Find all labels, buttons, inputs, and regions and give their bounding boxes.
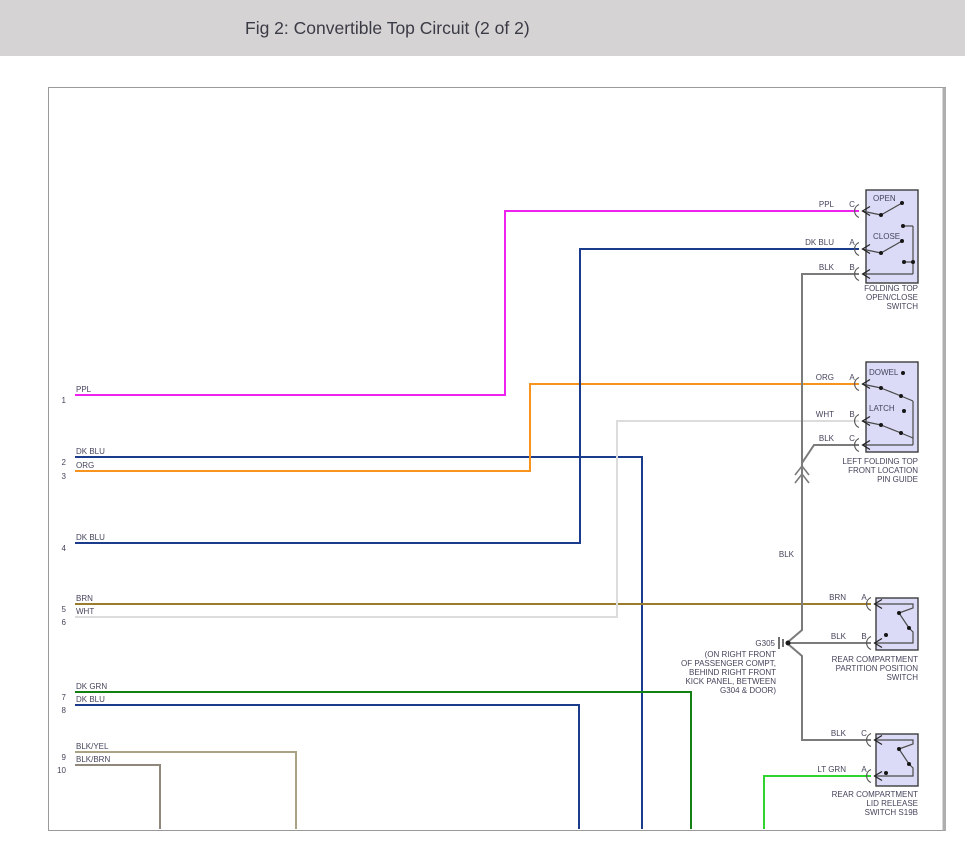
switch-position-label: DOWEL: [869, 368, 899, 377]
partition-position-switch: [874, 597, 919, 651]
wire-label: BRN: [76, 594, 93, 603]
ground-note-line: BEHIND RIGHT FRONT: [689, 668, 776, 677]
wire-label: BLK/BRN: [76, 755, 110, 764]
switch-position-label: CLOSE: [873, 232, 900, 241]
ground-id: G305: [755, 639, 775, 648]
terminal-pin-label: A: [861, 765, 867, 774]
switch-caption-line: FRONT LOCATION: [848, 466, 918, 475]
switch-caption-line: SWITCH: [886, 302, 918, 311]
wire-dkblu-row8: [75, 704, 580, 829]
figure-title-bar: Fig 2: Convertible Top Circuit (2 of 2): [0, 0, 965, 56]
switch-caption-line: PARTITION POSITION: [836, 664, 919, 673]
terminal-wire-label: DK BLU: [805, 238, 834, 247]
wire-org: [75, 383, 859, 472]
terminal-pin-label: C: [861, 729, 867, 738]
terminal-wire-label: BLK: [819, 434, 835, 443]
terminal-connector-icons: [854, 203, 883, 784]
ground-g305-icon: [778, 637, 791, 649]
terminal-wire-label: ORG: [816, 373, 834, 382]
wire-dkblu-row2: [75, 456, 643, 829]
switch-caption-line: OPEN/CLOSE: [866, 293, 918, 302]
wire-label: BLK/YEL: [76, 742, 109, 751]
terminal-wire-label: BLK: [819, 263, 835, 272]
pin-number: 2: [62, 458, 67, 467]
pin-number: 7: [62, 693, 67, 702]
wire-ltgrn: [763, 775, 871, 829]
wire-dkblu-row4: [75, 248, 859, 544]
terminal-pin-label: A: [849, 373, 855, 382]
terminal-pin-label: C: [849, 200, 855, 209]
ground-note-line: OF PASSENGER COMPT,: [681, 659, 776, 668]
switch-caption-line: REAR COMPARTMENT: [832, 655, 918, 664]
switch-caption-line: REAR COMPARTMENT: [832, 790, 918, 799]
wire-label: WHT: [76, 607, 94, 616]
wire-label: DK BLU: [76, 695, 105, 704]
wire-wht: [75, 420, 859, 618]
terminal-wire-label: BRN: [829, 593, 846, 602]
wire-blkyel: [75, 751, 297, 829]
ground-note-line: (ON RIGHT FRONT: [705, 650, 777, 659]
switch-caption-line: SWITCH: [886, 673, 918, 682]
terminal-wire-label: LT GRN: [817, 765, 846, 774]
switch-position-label: OPEN: [873, 194, 896, 203]
ground-note-line: KICK PANEL, BETWEEN: [685, 677, 776, 686]
terminal-pin-label: B: [849, 410, 854, 419]
figure-title: Fig 2: Convertible Top Circuit (2 of 2): [245, 18, 530, 38]
terminal-pin-label: B: [861, 632, 866, 641]
switch-caption-line: PIN GUIDE: [877, 475, 918, 484]
wire-dkgrn: [75, 691, 692, 829]
pin-number: 9: [62, 753, 67, 762]
ground-note-line: G304 & DOOR): [720, 686, 776, 695]
wire-label: ORG: [76, 461, 94, 470]
wire-label-blk-vertical: BLK: [779, 550, 795, 559]
right-border-bar: [942, 87, 946, 831]
terminal-pin-label: B: [849, 263, 854, 272]
terminal-wire-label: WHT: [816, 410, 834, 419]
wire-ppl: [75, 210, 859, 396]
terminal-wire-label: BLK: [831, 632, 847, 641]
switch-caption-line: LEFT FOLDING TOP: [842, 457, 918, 466]
diagram-border: [48, 87, 946, 831]
terminal-wire-label: BLK: [831, 729, 847, 738]
switch-caption-line: FOLDING TOP: [864, 284, 918, 293]
switch-captions: FOLDING TOP OPEN/CLOSE SWITCH LEFT FOLDI…: [832, 284, 919, 817]
switch-position-label: LATCH: [869, 404, 895, 413]
pin-number: 10: [57, 766, 66, 775]
pin-number: 1: [62, 396, 67, 405]
lid-release-switch: [874, 733, 919, 787]
ground-labels: G305 (ON RIGHT FRONT OF PASSENGER COMPT,…: [681, 639, 776, 695]
pin-number: 5: [62, 605, 67, 614]
wiring-diagram: OPEN CLOSE DOWEL LATCH: [0, 56, 965, 849]
inline-connector-icon: [794, 464, 810, 484]
terminal-pin-label: C: [849, 434, 855, 443]
folding-top-open-close-switch: OPEN CLOSE: [861, 189, 919, 284]
terminal-pin-label: A: [861, 593, 867, 602]
pin-guide-switch: DOWEL LATCH: [861, 361, 919, 453]
wire-blkbrn: [75, 764, 161, 829]
terminal-labels: PPL C DK BLU A BLK B ORG A WHT B BLK C B…: [805, 200, 867, 774]
wire-label: PPL: [76, 385, 92, 394]
wire-label: DK GRN: [76, 682, 107, 691]
pin-number: 3: [62, 472, 67, 481]
wire-label: DK BLU: [76, 533, 105, 542]
pin-number: 4: [62, 544, 67, 553]
switch-caption-line: SWITCH S19B: [865, 808, 918, 817]
left-pin-labels: 1 PPL 2 DK BLU 3 ORG 4 DK BLU 5 BRN 6 WH…: [57, 385, 110, 775]
pin-number: 8: [62, 706, 67, 715]
switch-caption-line: LID RELEASE: [866, 799, 918, 808]
terminal-wire-label: PPL: [819, 200, 835, 209]
wire-label: DK BLU: [76, 447, 105, 456]
terminal-pin-label: A: [849, 238, 855, 247]
pin-number: 6: [62, 618, 67, 627]
